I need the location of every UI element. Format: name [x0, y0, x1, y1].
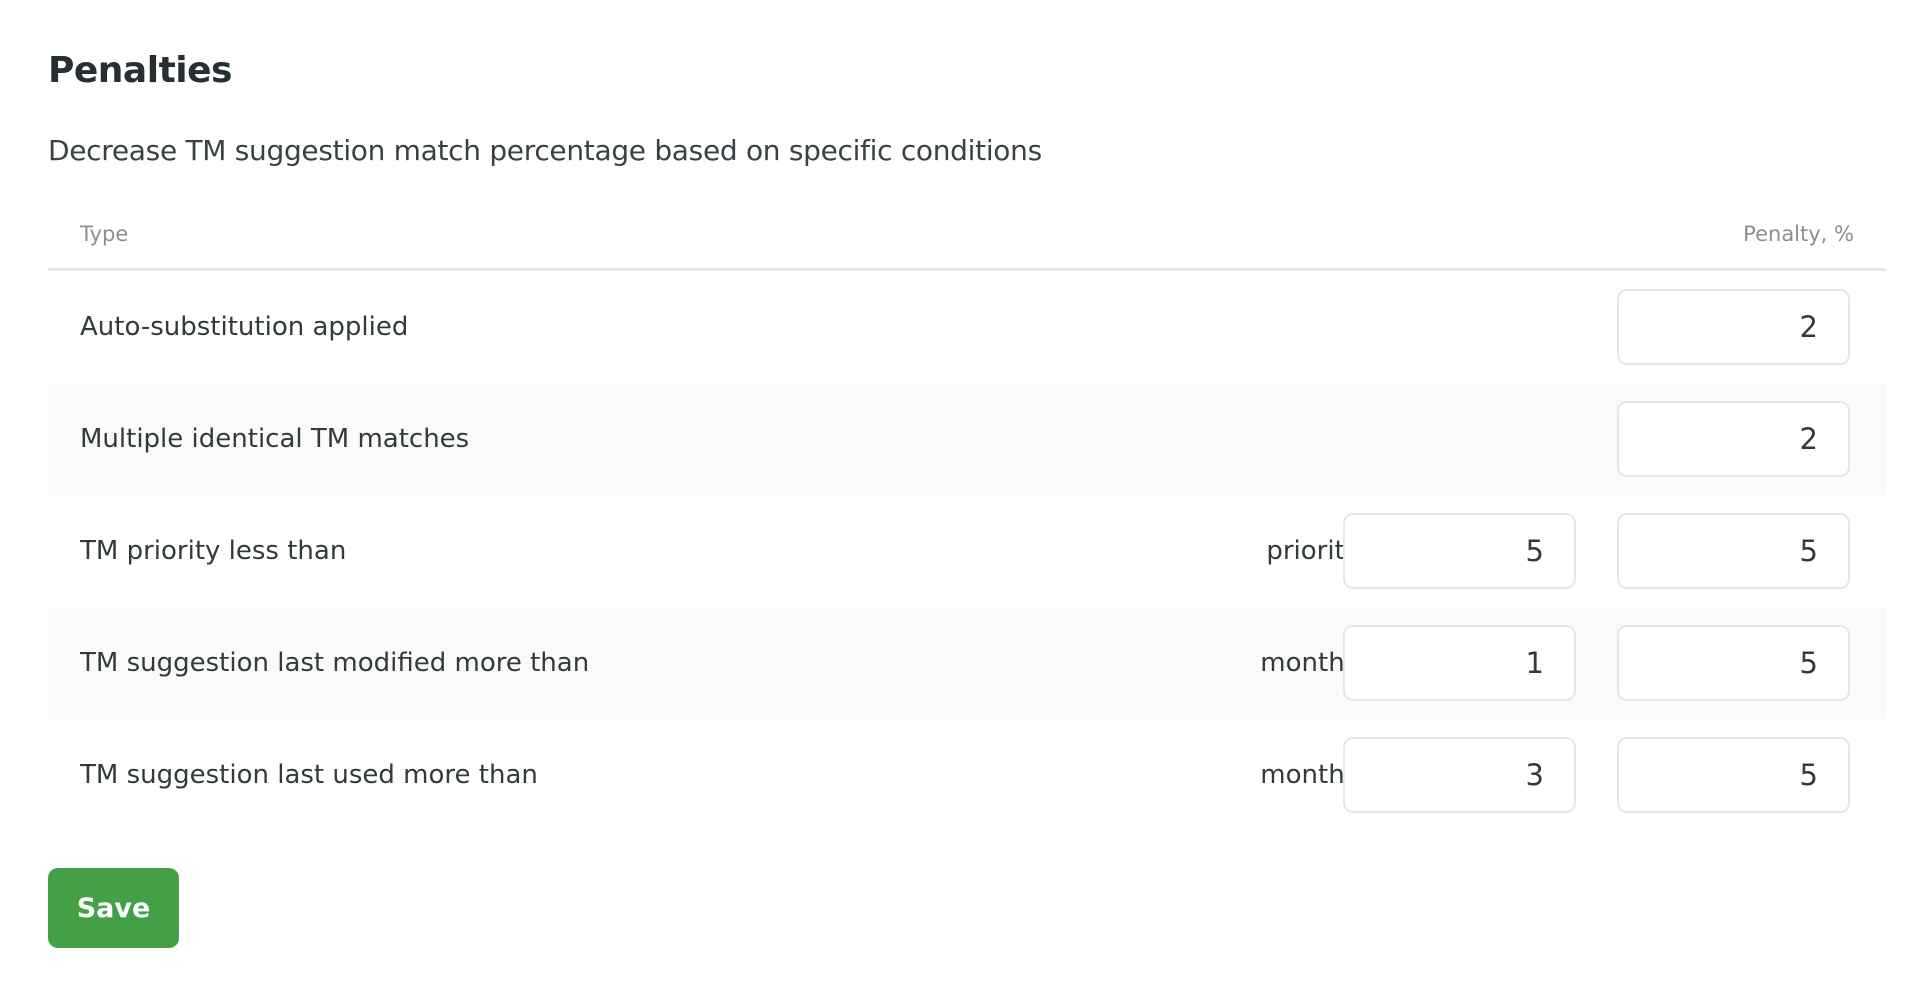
- row-label: TM suggestion last modified more than: [80, 648, 590, 678]
- table-header: Type Penalty, %: [48, 212, 1886, 271]
- page-title: Penalties: [48, 50, 232, 91]
- penalty-input[interactable]: [1617, 401, 1850, 477]
- row-label: TM priority less than: [80, 536, 347, 566]
- row-label: Multiple identical TM matches: [80, 424, 470, 454]
- penalty-input[interactable]: [1617, 625, 1850, 701]
- penalty-input[interactable]: [1617, 289, 1850, 365]
- column-header-type: Type: [80, 222, 129, 246]
- penalty-input[interactable]: [1617, 737, 1850, 813]
- table-row-tm-priority: TM priority less than priority:: [48, 495, 1886, 607]
- row-label: TM suggestion last used more than: [80, 760, 538, 790]
- penalties-table: Type Penalty, % Auto-substitution applie…: [48, 212, 1886, 831]
- column-header-penalty: Penalty, %: [1743, 222, 1854, 246]
- table-row-last-used: TM suggestion last used more than months…: [48, 719, 1886, 831]
- page-subtitle: Decrease TM suggestion match percentage …: [48, 134, 1042, 167]
- row-label: Auto-substitution applied: [80, 312, 409, 342]
- table-row-auto-substitution: Auto-substitution applied: [48, 271, 1886, 383]
- table-row-multiple-identical: Multiple identical TM matches: [48, 383, 1886, 495]
- save-button[interactable]: Save: [48, 868, 179, 948]
- priority-input[interactable]: [1343, 513, 1576, 589]
- penalty-input[interactable]: [1617, 513, 1850, 589]
- table-row-last-modified: TM suggestion last modified more than mo…: [48, 607, 1886, 719]
- months-input[interactable]: [1343, 737, 1576, 813]
- months-input[interactable]: [1343, 625, 1576, 701]
